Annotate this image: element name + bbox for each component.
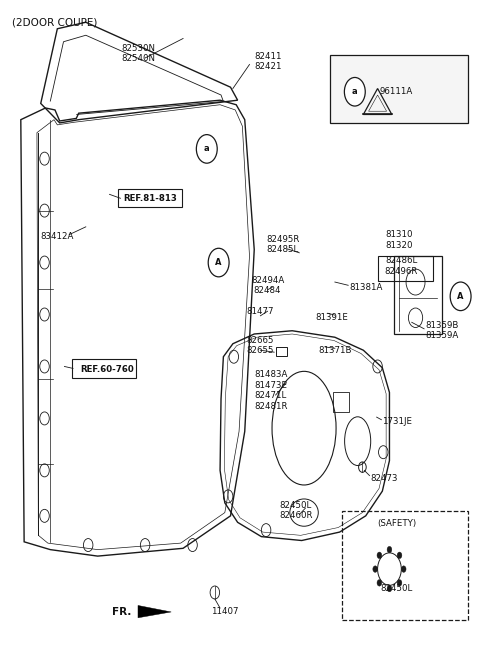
Text: (2DOOR COUPE): (2DOOR COUPE)	[12, 17, 97, 27]
Polygon shape	[138, 605, 171, 618]
Text: 81371B: 81371B	[318, 346, 352, 355]
Text: 96111A: 96111A	[380, 87, 413, 96]
Text: 81310
81320: 81310 81320	[385, 230, 413, 250]
Text: REF.60-760: REF.60-760	[80, 365, 134, 374]
Text: 1731JE: 1731JE	[383, 417, 412, 426]
Circle shape	[397, 580, 402, 586]
Text: 82495R
82485L: 82495R 82485L	[266, 234, 300, 254]
Text: a: a	[352, 87, 358, 96]
Text: (SAFETY): (SAFETY)	[377, 519, 416, 528]
Circle shape	[377, 552, 382, 559]
Circle shape	[387, 586, 392, 592]
Text: 82665
82655: 82665 82655	[247, 336, 274, 356]
Text: 81483A
81473E
82471L
82481R: 81483A 81473E 82471L 82481R	[254, 370, 288, 411]
Text: A: A	[457, 292, 464, 301]
Text: A: A	[216, 258, 222, 267]
Text: FR.: FR.	[112, 607, 132, 617]
Circle shape	[450, 282, 471, 310]
Text: 81391E: 81391E	[315, 312, 348, 322]
Text: 82450L: 82450L	[381, 584, 413, 593]
Text: a: a	[204, 144, 210, 153]
Circle shape	[377, 580, 382, 586]
Text: 82494A
82484: 82494A 82484	[251, 276, 284, 295]
Text: 81477: 81477	[247, 307, 274, 316]
Circle shape	[344, 77, 365, 106]
Circle shape	[208, 248, 229, 277]
Text: 81359B
81359A: 81359B 81359A	[425, 321, 458, 341]
FancyBboxPatch shape	[330, 55, 468, 123]
Text: 82450L
82460R: 82450L 82460R	[279, 501, 313, 520]
Text: 82411
82421: 82411 82421	[254, 52, 282, 71]
Text: 83412A: 83412A	[41, 232, 74, 241]
Circle shape	[373, 566, 378, 572]
Text: 82473: 82473	[371, 474, 398, 483]
Text: 82530N
82540N: 82530N 82540N	[121, 44, 155, 63]
Circle shape	[401, 566, 406, 572]
Circle shape	[397, 552, 402, 559]
Text: 11407: 11407	[211, 607, 239, 616]
Circle shape	[196, 135, 217, 163]
Text: REF.81-813: REF.81-813	[123, 195, 177, 204]
Text: 82486L
82496R: 82486L 82496R	[384, 256, 418, 276]
Text: 81381A: 81381A	[349, 283, 383, 291]
Circle shape	[387, 546, 392, 553]
